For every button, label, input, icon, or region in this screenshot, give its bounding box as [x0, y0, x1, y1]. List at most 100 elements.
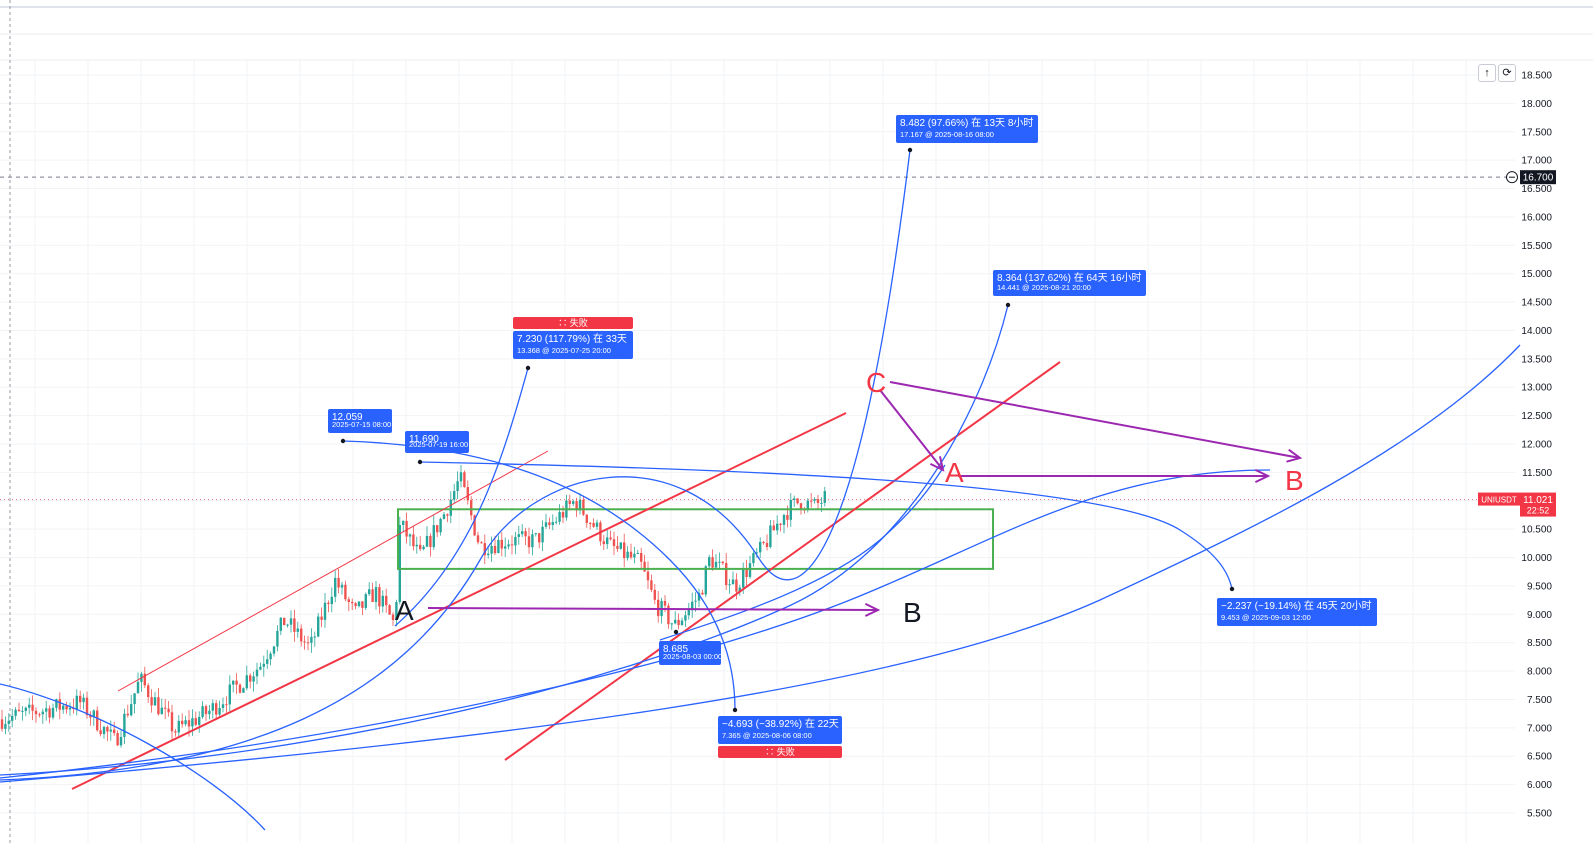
arrow-a-b: [427, 607, 879, 611]
drawings: [0, 147, 1521, 831]
candle-body: [45, 708, 48, 712]
candle-body: [425, 535, 429, 547]
arrow-c-b: [889, 381, 1301, 459]
candle-body: [201, 706, 204, 717]
candle-body: [500, 539, 503, 549]
candle-body: [82, 697, 85, 703]
projection-curve: [0, 469, 1271, 779]
candle-body: [170, 712, 174, 732]
candle-body: [585, 514, 588, 523]
candle-body: [538, 533, 541, 543]
candle-body: [347, 599, 350, 602]
candle-body: [255, 669, 259, 677]
anchor-point: [1229, 586, 1235, 592]
candle-body: [735, 579, 738, 592]
annotation-subtext: 17.167 @ 2025-08-16 08:00: [900, 130, 994, 139]
candle-body: [493, 545, 497, 554]
candle-body: [687, 608, 690, 616]
candle-body: [106, 726, 109, 732]
candle-body: [823, 491, 826, 503]
projection-curve: [0, 149, 911, 781]
candle-body: [759, 541, 762, 553]
price-tick-label: 10.000: [1521, 553, 1552, 564]
refresh-icon[interactable]: ⟳: [1498, 64, 1516, 82]
wave-label: A: [945, 457, 964, 488]
annotation-text: −2.237 (−19.14%) 在 45天 20小时: [1221, 600, 1372, 612]
candle-body: [286, 624, 289, 626]
candle-body: [164, 707, 167, 709]
projection-curve: [342, 440, 736, 711]
candle-body: [558, 512, 561, 522]
last-price-tag: [1520, 492, 1556, 517]
crosshair-price-tag: [1520, 170, 1556, 185]
fail-badge: [513, 317, 633, 329]
candle-body: [527, 536, 531, 548]
candle-body: [65, 705, 68, 710]
candle-body: [218, 708, 221, 715]
projection-curve: [659, 464, 946, 641]
arrow-up-icon[interactable]: ↑: [1478, 64, 1496, 82]
annotation-box: [659, 641, 721, 665]
candle-body: [191, 718, 194, 727]
price-tick-label: 17.000: [1521, 156, 1552, 167]
arrow-a-b-head: [864, 602, 881, 617]
candle-body: [177, 720, 180, 733]
candle-body: [4, 723, 7, 729]
candle-body: [402, 520, 405, 525]
candle-body: [276, 630, 279, 647]
candle-body: [714, 561, 718, 568]
wave-label: C: [866, 367, 886, 398]
candle-body: [646, 571, 650, 581]
projection-curve: [0, 304, 1009, 776]
candle-body: [531, 534, 534, 548]
candle-body: [619, 542, 622, 549]
candle-body: [320, 616, 323, 620]
trend-line: [117, 450, 549, 692]
anchor-point: [417, 459, 423, 465]
annotation-subtext: 2025-07-15 08:00: [332, 420, 391, 429]
candle-body: [708, 557, 711, 567]
candle-body: [344, 584, 347, 600]
candle-body: [235, 680, 238, 685]
annotation-text: 8.685: [663, 644, 688, 655]
candle-body: [432, 525, 435, 548]
annotation-box: [993, 270, 1146, 296]
price-tick-label: 10.500: [1521, 525, 1552, 536]
projection-curve: [394, 367, 529, 627]
candle-body: [58, 699, 61, 710]
candle-body: [283, 617, 286, 626]
price-tick-label: 15.500: [1521, 241, 1552, 252]
candle-body: [772, 525, 775, 531]
price-tick-label: 7.000: [1527, 723, 1552, 734]
candle-body: [11, 715, 14, 721]
candle-body: [677, 619, 680, 626]
candle-body: [245, 675, 248, 689]
candle-body: [820, 502, 823, 504]
candle-body: [24, 707, 27, 711]
annotation-text: 11.690: [409, 434, 439, 445]
candle-body: [408, 534, 412, 537]
candle-body: [68, 707, 72, 710]
candle-body: [762, 541, 765, 543]
candle-body: [769, 525, 772, 548]
projection-curve: [419, 461, 1233, 590]
price-tick-label: 18.500: [1521, 71, 1552, 82]
candle-body: [487, 553, 490, 556]
candle-body: [337, 577, 340, 588]
trend-line: [71, 412, 847, 790]
price-axis[interactable]: 18.500 18.000 17.500 17.000 16.500 16.000 15.5…: [1478, 71, 1556, 820]
price-tick-label: 5.500: [1527, 809, 1552, 820]
price-tick-label: 17.500: [1521, 127, 1552, 138]
candle-body: [786, 514, 789, 520]
price-tick-label: 8.500: [1527, 638, 1552, 649]
fail-text: ∷ 失败: [765, 746, 795, 757]
candle-body: [813, 499, 816, 501]
candle-body: [704, 566, 707, 595]
candle-body: [578, 499, 582, 511]
candle-body: [102, 726, 106, 735]
candle-body: [334, 577, 337, 597]
